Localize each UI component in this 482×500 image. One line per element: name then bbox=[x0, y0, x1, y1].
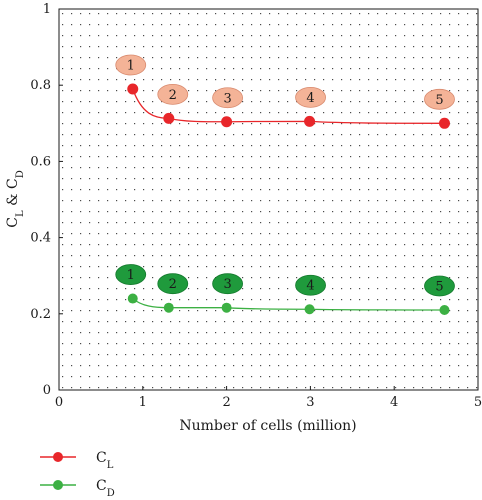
x-axis-ticks: 0 1 2 3 4 5 bbox=[55, 386, 482, 410]
point-label-text: 4 bbox=[306, 279, 314, 294]
point-label-text: 1 bbox=[127, 268, 135, 283]
legend: CL CD bbox=[40, 450, 115, 499]
y-tick-label: 0.2 bbox=[30, 307, 51, 322]
y-tick-label: 0.8 bbox=[30, 78, 51, 93]
series-line-l bbox=[132, 88, 445, 124]
x-tick-label: 0 bbox=[55, 395, 63, 410]
point-label-text: 5 bbox=[435, 279, 443, 294]
point-label-bubble bbox=[295, 274, 326, 296]
x-tick-label: 4 bbox=[390, 395, 398, 410]
x-tick-label: 1 bbox=[139, 395, 147, 410]
y-axis-label-sub1: L bbox=[15, 210, 26, 217]
data-point-d bbox=[127, 293, 138, 304]
data-point-d bbox=[304, 304, 315, 315]
point-label-text: 5 bbox=[435, 93, 443, 108]
point-label-bubble bbox=[157, 273, 189, 295]
point-label-bubble bbox=[295, 86, 326, 108]
data-point-d bbox=[163, 302, 174, 313]
y-tick-label: 0.6 bbox=[30, 154, 51, 169]
legend-marker-l bbox=[53, 452, 63, 462]
data-point-d bbox=[439, 304, 450, 315]
point-label-bubble bbox=[424, 275, 455, 297]
data-point-l bbox=[221, 116, 233, 128]
data-point-l bbox=[438, 117, 450, 129]
data-point-l bbox=[304, 115, 316, 127]
point-label-text: 2 bbox=[169, 277, 177, 292]
point-label-text: 3 bbox=[223, 91, 231, 106]
x-tick-label: 3 bbox=[306, 395, 314, 410]
y-tick-label: 1 bbox=[43, 2, 51, 17]
point-label-bubble bbox=[424, 88, 455, 110]
y-axis-ticks: 0 0.2 0.4 0.6 0.8 1 bbox=[30, 2, 63, 398]
series-line-d bbox=[132, 298, 445, 311]
y-tick-label: 0 bbox=[43, 383, 51, 398]
y-axis-label: CL & CD bbox=[5, 170, 26, 227]
y-axis-label-sub2: D bbox=[15, 170, 26, 178]
plot-frame bbox=[58, 8, 479, 391]
x-axis-label: Number of cells (million) bbox=[179, 418, 356, 434]
y-tick-label: 0.4 bbox=[30, 231, 51, 246]
point-label-bubble bbox=[115, 264, 147, 285]
x-tick-label: 5 bbox=[474, 395, 482, 410]
x-tick-label: 2 bbox=[222, 395, 230, 410]
point-label-text: 4 bbox=[306, 91, 314, 106]
legend-marker-d bbox=[53, 480, 63, 490]
data-point-d bbox=[221, 302, 232, 313]
data-point-l bbox=[127, 83, 139, 95]
legend-label-d: CD bbox=[96, 478, 115, 499]
data-point-l bbox=[163, 112, 175, 124]
point-label-text: 3 bbox=[223, 277, 231, 292]
point-label-text: 2 bbox=[169, 88, 177, 103]
y-axis-label-mid: & C bbox=[5, 178, 21, 210]
point-label-bubble bbox=[157, 83, 189, 105]
legend-label-l: CL bbox=[96, 450, 114, 471]
point-label-bubble bbox=[115, 54, 147, 76]
series-layer bbox=[127, 83, 450, 315]
point-label-text: 1 bbox=[127, 59, 135, 74]
y-axis-label-main: C bbox=[5, 217, 21, 228]
point-label-bubble bbox=[212, 87, 244, 109]
point-label-bubble bbox=[212, 273, 244, 295]
point-label-layer: 1 2 3 4 5 1 2 3 4 5 bbox=[115, 54, 455, 297]
